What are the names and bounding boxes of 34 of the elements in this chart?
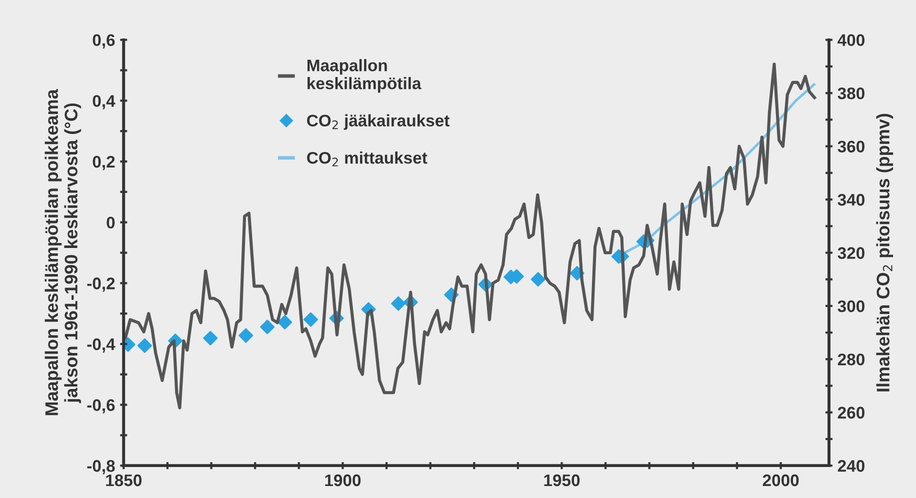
y2-tick-label: 280 (838, 354, 864, 366)
y-tick-label: 0,2 (92, 156, 115, 170)
y2-tick-label: 400 (838, 34, 864, 46)
y-tick-label: -0,6 (87, 399, 115, 414)
point (137, 338, 152, 353)
x-tick-label: 1900 (325, 474, 361, 486)
y-tick-label: -0,4 (87, 338, 116, 353)
x-tick-label: 1950 (544, 474, 580, 486)
y-tick-label: -0,2 (87, 278, 115, 292)
legend-label: CO$_{2}$ jääkairaukset (307, 114, 450, 130)
point (303, 312, 318, 327)
point (530, 272, 546, 287)
y2-tick-label: 320 (838, 247, 864, 259)
y2-tick-label: 260 (838, 406, 864, 419)
x-tick-label: 2000 (762, 474, 799, 486)
legend-label: CO$_{2}$ mittaukset (307, 152, 428, 166)
point (260, 320, 275, 334)
x-tick-label: 1850 (106, 474, 142, 486)
legend-label: Maapallon keskilämpötila (308, 59, 422, 93)
y-tick-label: 0,6 (92, 34, 115, 48)
point (203, 330, 218, 346)
y2-tick-label: 360 (838, 140, 864, 153)
point (278, 314, 292, 330)
y2-tick-label: 340 (838, 194, 864, 206)
point (238, 328, 254, 343)
y-axis-title: Maapallon keskilämpötilan poikkeama jakson 1961-1990 keskiarvosta (°C) (44, 89, 82, 416)
y2-tick-label: 380 (838, 87, 864, 100)
y2-tick-label: 300 (838, 300, 864, 312)
y2-tick-label: 240 (838, 460, 864, 472)
y2-axis-title: Ilmakehän CO$_{2}$ pitoisuus (ppmv) (876, 114, 894, 392)
y-tick-label: -0,8 (87, 460, 115, 474)
y-tick-label: 0,4 (92, 95, 116, 110)
point (391, 296, 406, 311)
y-tick-label: 0 (106, 216, 115, 229)
